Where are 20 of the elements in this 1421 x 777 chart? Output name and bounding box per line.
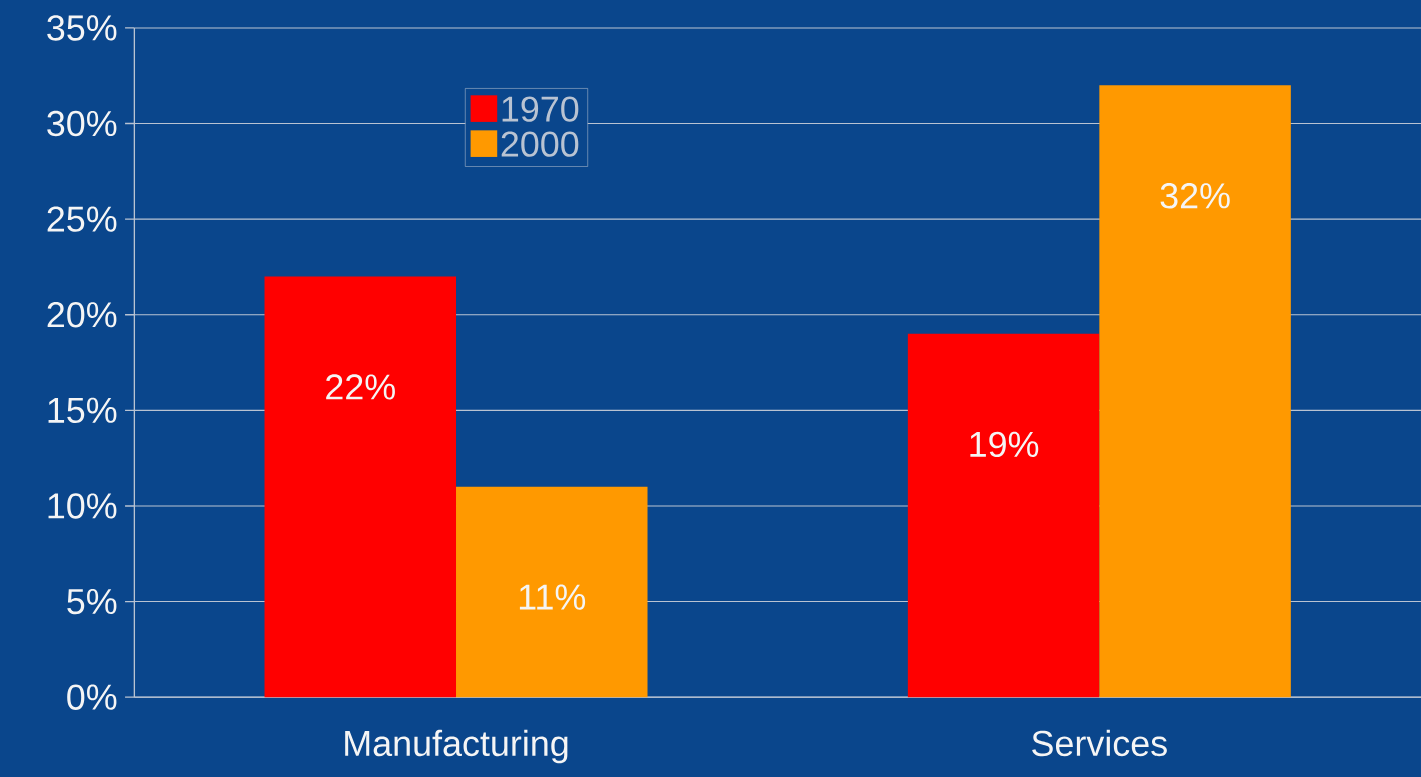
x-tick-label: Manufacturing [345, 729, 568, 764]
y-tick-label: 10% [48, 493, 117, 519]
bar [907, 333, 1100, 698]
bar [264, 276, 457, 698]
y-tick-label: 15% [48, 397, 117, 424]
legend-label: 2000 [501, 131, 579, 157]
data-label: 32% [1160, 183, 1230, 209]
y-tick-label: 35% [47, 15, 117, 41]
data-label: 22% [326, 374, 395, 400]
bar [1099, 85, 1291, 698]
x-tick-label: Services [1032, 729, 1167, 757]
data-label: 19% [970, 431, 1039, 458]
y-tick-label: 0% [67, 684, 117, 710]
y-tick-label: 25% [47, 206, 117, 232]
y-tick-label: 20% [47, 302, 117, 328]
data-label: 11% [519, 584, 586, 610]
y-tick-label: 30% [47, 110, 117, 137]
y-tick-label: 5% [67, 588, 117, 615]
bar [456, 486, 648, 698]
legend-label: 1970 [502, 96, 579, 122]
